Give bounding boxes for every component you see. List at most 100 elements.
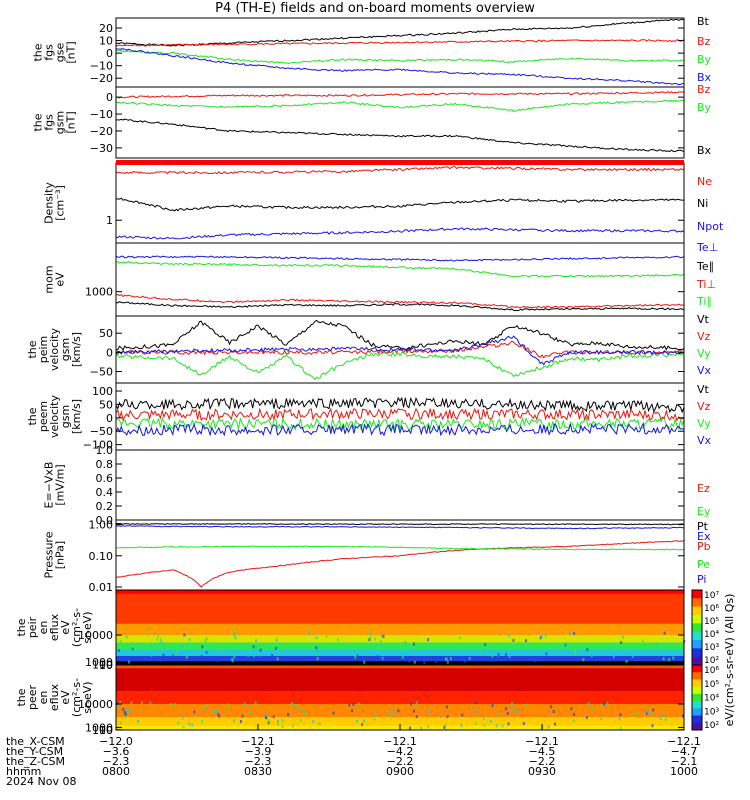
spectrum-speckle: [162, 653, 165, 657]
panel-frame: [115, 86, 685, 159]
ylabel-line: gsm: [59, 405, 72, 428]
panel-frame: [115, 17, 685, 88]
xtick-label: −2.3: [103, 755, 130, 768]
spectrum-speckle: [569, 632, 572, 636]
ytick-label: −30: [90, 142, 113, 155]
spectrum-speckle: [408, 659, 411, 663]
spectrum-speckle: [380, 634, 383, 638]
colorbar-step: [692, 615, 702, 624]
series-Bz: [116, 90, 684, 99]
colorbar-tick-label: 10⁴: [704, 694, 719, 704]
legend-Vt: Vt: [697, 383, 710, 396]
spectrum-speckle: [505, 653, 508, 657]
spectrum-speckle: [590, 654, 593, 658]
ylabel-line: the: [32, 113, 45, 131]
series-Pi: [116, 525, 684, 530]
legend-Vx: Vx: [697, 434, 712, 447]
series-Vz: [116, 407, 684, 422]
ytick-label: 0: [106, 47, 113, 60]
ytick-label: 0.01: [89, 581, 114, 594]
colorbar-step: [692, 722, 702, 731]
spectrum-speckle: [625, 659, 628, 663]
spectrum-speckle: [287, 713, 290, 717]
spectrum-speckle: [491, 703, 494, 707]
spectrum-speckle: [239, 720, 242, 724]
spectrum-speckle: [140, 701, 143, 705]
ytick-label: 0.10: [89, 550, 114, 563]
spectrum-speckle: [415, 701, 418, 705]
spectrum-speckle: [233, 655, 236, 659]
spectrum-speckle: [435, 659, 438, 663]
ylabel-line: [nPa]: [54, 541, 67, 569]
xtick-label: −4.2: [387, 745, 414, 758]
panel-density: Ne Ni Npot 1 Density[cm⁻³]: [43, 162, 724, 244]
spectrum-speckle: [642, 639, 645, 643]
spectrum-speckle: [315, 652, 318, 656]
spectrum-speckle: [265, 713, 268, 717]
spectrum-speckle: [449, 657, 452, 661]
spectrum-band: [116, 691, 684, 705]
ylabel-line: E=−VxB: [43, 462, 56, 509]
spectrum-speckle: [307, 631, 310, 635]
spectrum-speckle: [491, 654, 494, 658]
spectrum-speckle: [507, 722, 510, 726]
spectrum-speckle: [358, 702, 361, 706]
spectrum-speckle: [150, 653, 153, 657]
spectrum-speckle: [376, 655, 379, 659]
spectrum-speckle: [380, 639, 383, 643]
legend-Vy: Vy: [697, 417, 711, 430]
spectrum-speckle: [205, 637, 208, 641]
legend-Pt: Pt: [697, 520, 709, 533]
ylabel-line: eV: [59, 690, 72, 705]
colorbar-step: [692, 708, 702, 717]
spectrum-speckle: [662, 657, 665, 661]
series-Vt: [116, 396, 684, 414]
spectrum-speckle: [200, 719, 203, 723]
separator-bar: [116, 160, 684, 165]
legend-Pi: Pi: [697, 573, 706, 586]
ylabel-line: Pressure: [43, 531, 56, 578]
series-Ti⊥: [116, 293, 684, 309]
colorbar-tick-label: 10⁵: [704, 617, 719, 627]
spectrum-speckle: [126, 710, 129, 714]
spectrum-speckle: [497, 652, 500, 656]
spectrum-speckle: [183, 633, 186, 637]
colorbar-step: [692, 665, 702, 673]
ylabel-line: Density: [43, 182, 56, 224]
spectrum-speckle: [267, 721, 270, 725]
ytick-label: 1000: [85, 286, 113, 299]
spectrum-speckle: [271, 654, 274, 658]
ytick-label: 0.4: [96, 486, 114, 499]
spectrum-speckle: [646, 710, 649, 714]
ylabel-line: (cm²-s-: [70, 608, 83, 647]
panel-pressure: Pt Pb Pe Pi 1.00 0.10 0.01 Pressure[nPa]: [43, 519, 711, 594]
spectrum-speckle: [290, 702, 293, 706]
spectrum-speckle: [482, 647, 485, 651]
spectrum-speckle: [214, 711, 217, 715]
spectrum-speckle: [124, 715, 127, 719]
spectrum-speckle: [149, 701, 152, 705]
spectrum-speckle: [234, 636, 237, 640]
colorbar-step: [692, 590, 702, 599]
spectrum-speckle: [427, 725, 430, 729]
spectrum-speckle: [159, 638, 162, 642]
panel-frame: [115, 449, 685, 521]
spectrum-speckle: [603, 702, 606, 706]
legend-Pe: Pe: [697, 558, 710, 571]
legend-Vt: Vt: [697, 313, 710, 326]
spectrum-speckle: [272, 715, 275, 719]
spectrum-speckle: [193, 710, 196, 714]
series-Vy: [116, 416, 684, 432]
spectrum-speckle: [189, 650, 192, 654]
spectrum-speckle: [682, 701, 685, 705]
spectrum-band: [116, 656, 684, 662]
colorbar-step: [692, 686, 702, 695]
ylabel-line: [mV/m]: [54, 464, 67, 505]
series-Ti∥: [116, 260, 684, 278]
spectrum-speckle: [381, 656, 384, 660]
ylabel-line: the: [15, 688, 28, 706]
spectrum-speckle: [241, 714, 244, 718]
series-Pb: [116, 540, 684, 588]
legend-Bt: Bt: [697, 15, 710, 28]
